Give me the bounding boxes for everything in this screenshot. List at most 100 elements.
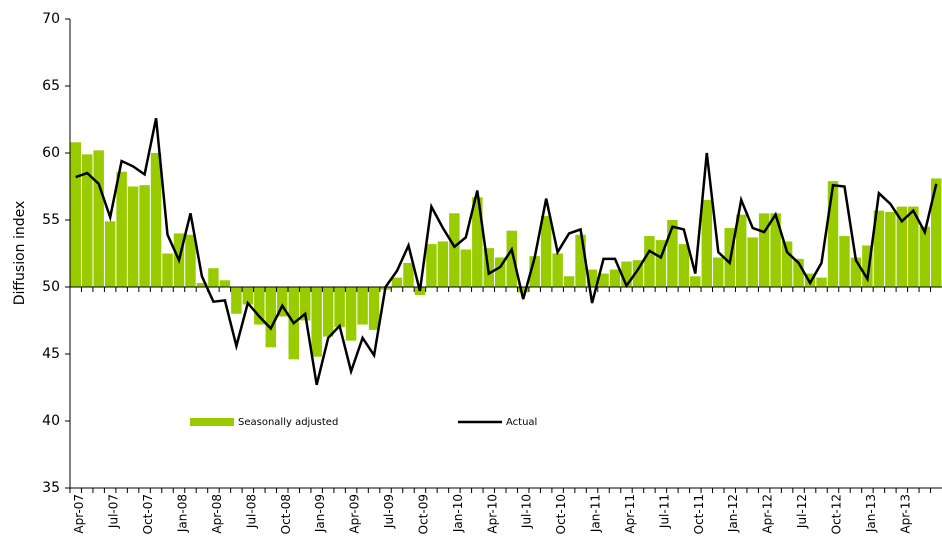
x-tick-label: Apr-13 — [898, 494, 912, 534]
x-tick-label: Apr-11 — [623, 494, 637, 534]
bar — [391, 277, 403, 287]
bar — [403, 262, 414, 287]
bar — [334, 287, 345, 328]
y-tick-label: 70 — [42, 11, 60, 27]
x-tick-label: Apr-10 — [485, 494, 499, 534]
bar — [931, 178, 942, 287]
y-tick-label: 55 — [42, 212, 60, 228]
legend-label: Seasonally adjusted — [238, 417, 338, 428]
bar — [667, 220, 678, 287]
bar — [540, 215, 552, 287]
bar — [219, 280, 231, 287]
bar — [552, 253, 563, 287]
bar — [437, 241, 449, 287]
x-tick-label: Oct-10 — [554, 494, 568, 534]
bar — [862, 245, 873, 287]
y-tick-label: 45 — [42, 346, 60, 362]
y-tick-label: 40 — [42, 413, 60, 429]
bar — [529, 256, 540, 287]
y-tick-label: 65 — [42, 78, 60, 94]
y-tick-label: 50 — [42, 279, 60, 295]
bar — [150, 153, 162, 287]
bar — [563, 276, 575, 287]
bar — [908, 206, 919, 287]
x-tick-label: Apr-12 — [761, 494, 775, 534]
bar — [506, 230, 517, 287]
bar — [368, 287, 380, 330]
x-tick-label: Oct-09 — [416, 494, 430, 534]
x-tick-label: Apr-07 — [72, 494, 86, 534]
bar — [104, 221, 116, 287]
bar — [644, 236, 655, 287]
bar — [357, 287, 368, 325]
x-tick-label: Jul-12 — [795, 494, 809, 529]
x-tick-label: Oct-12 — [830, 494, 844, 534]
x-tick-label: Jan-13 — [864, 494, 878, 533]
bar — [850, 257, 862, 287]
bar — [265, 287, 277, 348]
x-tick-label: Oct-07 — [141, 494, 155, 534]
bar — [609, 269, 621, 287]
bar — [231, 287, 242, 314]
bar — [196, 282, 208, 287]
bar — [162, 253, 173, 287]
legend-label: Actual — [506, 417, 537, 428]
bar — [632, 260, 644, 287]
y-tick-label: 60 — [42, 145, 60, 161]
bar — [621, 261, 632, 287]
x-tick-label: Jul-10 — [520, 494, 534, 529]
bar — [655, 240, 667, 287]
bar — [460, 249, 472, 287]
bar — [472, 197, 483, 287]
x-tick-label: Oct-11 — [692, 494, 706, 534]
x-tick-label: Apr-08 — [210, 494, 224, 534]
legend-swatch — [190, 418, 234, 426]
bar — [919, 226, 931, 287]
bar — [586, 269, 598, 287]
bar — [701, 199, 713, 287]
bar — [873, 210, 885, 287]
bar — [827, 181, 839, 287]
x-tick-label: Jul-07 — [107, 494, 121, 529]
bar — [345, 287, 357, 341]
x-tick-label: Oct-08 — [279, 494, 293, 534]
bar — [116, 171, 127, 287]
x-tick-label: Jul-09 — [382, 494, 396, 529]
bar — [804, 273, 816, 287]
bar — [449, 213, 460, 287]
bar — [299, 287, 311, 321]
bar — [598, 273, 609, 287]
bar — [322, 287, 334, 337]
x-tick-label: Jan-10 — [451, 494, 465, 533]
bar — [70, 142, 81, 287]
bar — [208, 268, 219, 287]
bar — [139, 185, 150, 287]
y-axis-label: Diffusion index — [12, 201, 28, 306]
bar — [713, 257, 724, 287]
x-tick-label: Jan-09 — [313, 494, 327, 533]
bar — [896, 206, 908, 287]
bar — [781, 241, 793, 287]
x-tick-label: Jul-08 — [244, 494, 258, 529]
bar — [127, 186, 139, 287]
bar — [93, 150, 104, 287]
bar — [242, 287, 254, 305]
bar — [311, 287, 322, 357]
bar — [254, 287, 265, 325]
bar — [517, 287, 529, 293]
bar — [426, 244, 437, 287]
bar — [839, 236, 850, 287]
x-tick-label: Jul-11 — [657, 494, 671, 529]
bar — [770, 213, 781, 287]
bar — [758, 213, 770, 287]
bar — [735, 214, 747, 287]
bar — [885, 211, 896, 287]
y-tick-label: 35 — [42, 480, 60, 496]
x-tick-label: Jan-11 — [589, 494, 603, 533]
x-tick-label: Apr-09 — [348, 494, 362, 534]
x-tick-label: Jan-12 — [726, 494, 740, 533]
bar — [81, 154, 93, 287]
bar — [185, 234, 196, 287]
bar — [747, 237, 758, 287]
bar — [793, 258, 804, 287]
